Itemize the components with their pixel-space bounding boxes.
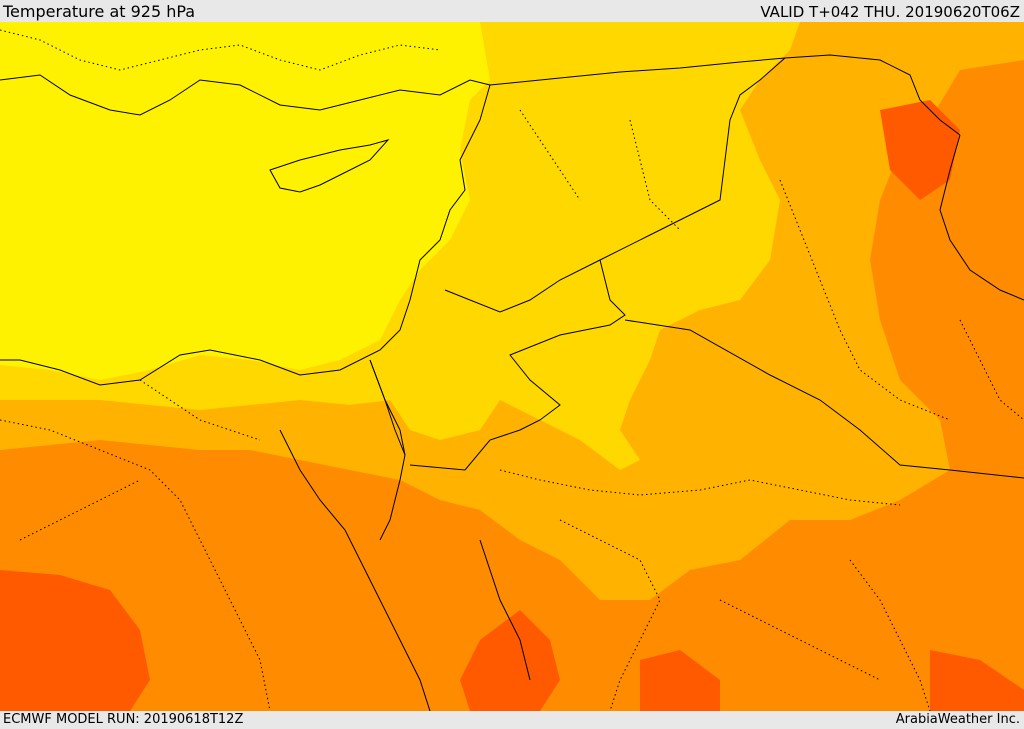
- province-boundary-8: [849, 559, 931, 711]
- gulf-of-aqaba-coastline: [379, 454, 406, 541]
- east-coast: [479, 539, 531, 681]
- province-boundary-6: [629, 119, 681, 231]
- province-boundary-7: [519, 109, 581, 201]
- province-boundary-11: [139, 379, 261, 441]
- temperature-band-hot-5: [880, 100, 960, 200]
- credit-text: ArabiaWeather Inc.: [895, 712, 1020, 727]
- valid-time: VALID T+042 THU. 20190620T06Z: [760, 3, 1020, 21]
- israel-egypt-border: [369, 359, 406, 456]
- cyprus-island: [269, 139, 390, 193]
- temperature-map: [0, 22, 1024, 711]
- temperature-band-cool: [0, 22, 490, 380]
- footer-bar: ECMWF MODEL RUN: 20190618T12Z ArabiaWeat…: [0, 711, 1024, 729]
- province-boundary-10: [0, 29, 441, 71]
- province-boundary-3: [499, 469, 901, 506]
- province-boundary-1: [0, 419, 271, 711]
- jordan-iraq-border: [409, 259, 626, 471]
- province-boundary-9: [719, 599, 881, 681]
- temperature-band-hot: [0, 570, 150, 711]
- temperature-band-hot-3: [640, 650, 720, 711]
- saudi-iraq-border: [624, 319, 1024, 479]
- syria-turkey-border: [489, 54, 961, 136]
- header-bar: Temperature at 925 hPa VALID T+042 THU. …: [0, 0, 1024, 22]
- iran-iraq-border: [939, 134, 1024, 301]
- mediterranean-coastline: [0, 74, 491, 386]
- map-title: Temperature at 925 hPa: [3, 2, 196, 21]
- temperature-band-hot-4: [930, 650, 1024, 711]
- syria-iraq-border: [444, 57, 786, 313]
- red-sea-coastline: [279, 429, 431, 711]
- temperature-band-hot-2: [460, 610, 560, 711]
- model-run: ECMWF MODEL RUN: 20190618T12Z: [3, 712, 244, 727]
